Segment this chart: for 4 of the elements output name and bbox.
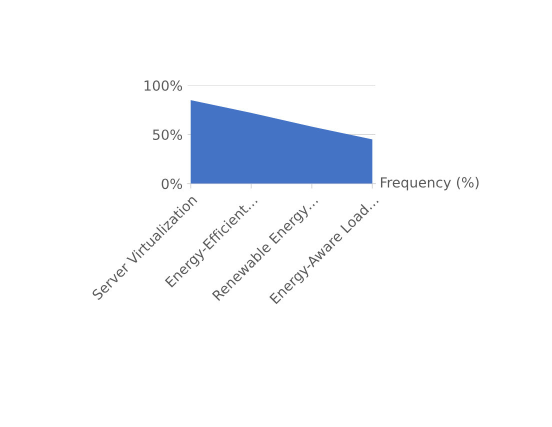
series-label: Frequency (%) [380,176,479,190]
y-tick-label: 100% [144,80,182,91]
y-tick-label: 0% [162,178,182,190]
y-tick-label: 50% [153,129,182,140]
